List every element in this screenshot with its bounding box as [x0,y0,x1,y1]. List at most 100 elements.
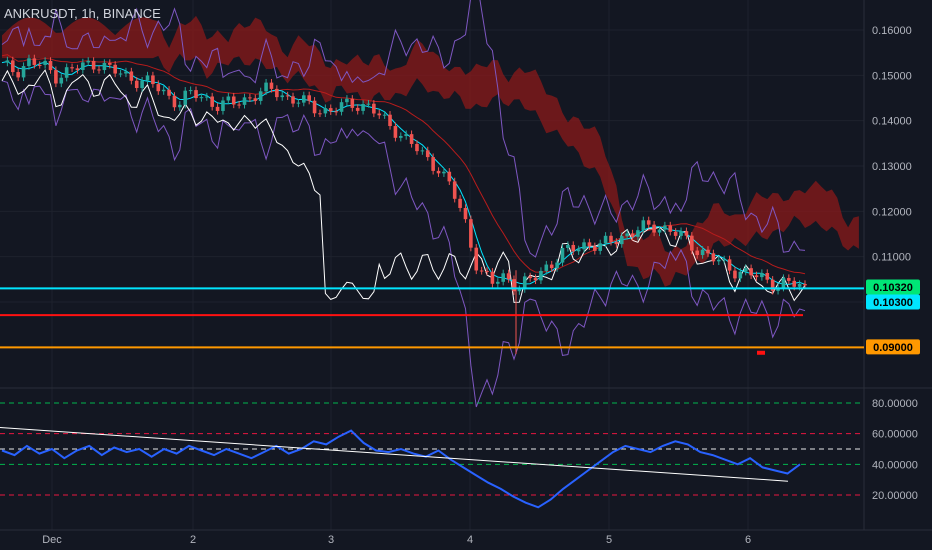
candle-body [70,67,74,69]
candle-body [668,225,673,232]
red-ma-line [1,54,806,275]
candle-body [587,242,592,247]
candle-body [490,271,495,284]
candle-body [16,72,20,78]
candle-body [156,84,161,92]
bollinger-lower [1,80,806,408]
candle-body [469,219,473,248]
price-tag-label: 0.10320 [873,282,913,294]
candle-body [188,90,193,92]
red-marker [757,350,765,355]
chart-title: ANKRUSDT, 1h, BINANCE [4,6,161,21]
candle-body [75,68,80,70]
price-tag-bg [866,279,920,295]
horizontal-lines[interactable] [0,287,864,355]
candle-body [258,91,263,101]
candle-body [641,220,646,231]
candle-body [663,225,667,230]
candle-body [339,102,344,112]
candle-body [264,82,268,92]
candle-body [86,60,91,63]
cloud-area [2,15,859,287]
candle-body [803,284,807,286]
candle-body [399,136,403,138]
candle-body [496,281,500,284]
candle-body [630,233,635,237]
candle-body [749,268,753,276]
candle-body [539,270,543,281]
price-tick-label: 0.12000 [872,206,912,218]
candle-body [404,134,408,137]
candle-body [318,113,322,115]
candle-body [549,264,554,269]
candle-body [161,89,166,92]
candle-body [501,273,506,282]
candle-body [151,75,155,85]
candle-body [172,95,177,108]
candle-body [506,273,511,280]
candle-body [32,58,37,65]
candle-body [727,259,732,271]
candle-body [301,95,306,103]
candle-body [420,150,425,152]
candle-body [733,270,737,279]
rsi-tick-label: 60.00000 [872,429,918,441]
candle-body [797,284,802,287]
symbol-label: ANKRUSDT [4,6,75,21]
candle-body [485,270,489,272]
candle-body [204,96,209,98]
candle-body [522,276,527,290]
candle-body [167,89,171,96]
candle-body [10,60,15,73]
exchange-label: BINANCE [103,6,161,21]
candle-body [415,143,419,152]
candle-body [425,150,430,158]
candle-body [619,236,624,245]
candle-body [436,170,441,174]
time-tick-label: Dec [42,534,62,546]
candle-body [463,207,468,220]
candle-body [582,242,586,250]
candle-body [97,69,101,71]
candle-body [474,247,479,271]
candle-body [781,278,786,288]
candle-body [512,279,516,292]
time-tick-label: 5 [606,534,612,546]
price-tick-label: 0.15000 [872,70,912,82]
candle-body [555,262,559,269]
white-line-path [1,69,806,303]
candle-body [221,100,225,111]
candle-body [447,171,452,182]
time-tick-label: 4 [467,534,473,546]
price-tick-label: 0.16000 [872,25,912,37]
candle-body [355,107,360,111]
candle-body [248,97,252,99]
candle-body [21,66,26,78]
candle-body [54,70,58,84]
price-tag-bg [866,294,920,310]
candle-body [285,95,290,97]
candle-body [48,60,53,71]
candle-body [113,64,117,74]
price-tick-label: 0.11000 [872,252,911,264]
candle-body [431,157,435,171]
time-axis[interactable]: Dec 2 3 4 5 6 [42,534,751,546]
candle-body [787,278,791,281]
candle-body [409,134,414,144]
candle-body [393,126,398,138]
candle-body [253,98,258,101]
candle-body [716,259,721,262]
rsi-tick-label: 40.00000 [872,459,918,471]
candle-body [291,96,295,104]
candle-body [102,62,107,71]
candle-body [576,249,581,252]
candle-body [636,230,640,237]
candle-body [194,90,198,99]
candle-body [226,96,231,101]
candle-body [684,231,689,236]
candle-body [695,250,700,256]
candle-body [388,114,392,127]
candle-body [124,71,128,74]
ichimoku-cloud [2,15,859,287]
